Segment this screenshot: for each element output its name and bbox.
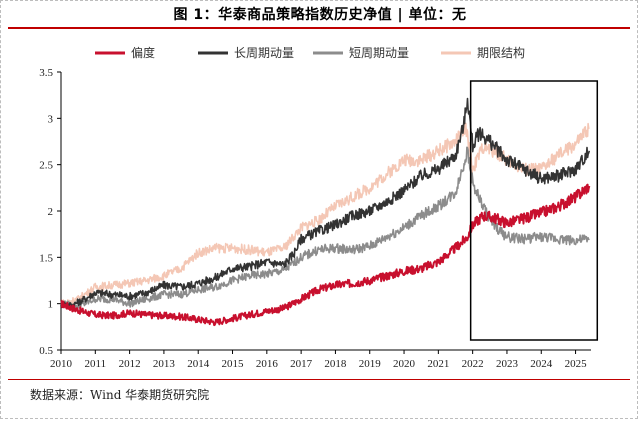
chart-legend: 偏度 长周期动量 短周期动量 期限结构	[95, 45, 525, 60]
title-divider	[8, 27, 630, 29]
y-tick-label: 1.5	[39, 252, 53, 264]
x-tick-label: 2019	[359, 358, 382, 370]
figure-title: 图 1：华泰商品策略指数历史净值 | 单位：无	[173, 7, 467, 23]
y-tick-label: 1	[48, 299, 54, 311]
x-tick-label: 2018	[324, 358, 347, 370]
series-line-2	[60, 97, 591, 309]
y-tick-label: 3	[48, 113, 54, 125]
line-chart: 偏度 长周期动量 短周期动量 期限结构 0.5 1 1.5 2 2.5 3 3.5 2010 2011…	[39, 45, 599, 370]
y-tick-label: 2	[48, 206, 54, 218]
x-tick-label: 2015	[222, 358, 245, 370]
x-tick-label: 2021	[427, 358, 449, 370]
chart-axes: 0.5 1 1.5 2 2.5 3 3.5 2010 2011 2012 2013 2014 2015 2…	[39, 67, 591, 370]
x-tick-label: 2012	[119, 358, 141, 370]
x-tick-label: 2020	[393, 358, 416, 370]
highlight-box	[469, 80, 599, 341]
legend-label-3: 短周期动量	[349, 46, 409, 60]
x-tick-label: 2016	[256, 358, 279, 370]
series-line-1	[60, 183, 591, 327]
series-line-3	[60, 146, 590, 310]
y-tick-label: 2.5	[39, 160, 53, 172]
x-tick-label: 2017	[290, 358, 313, 370]
legend-label-1: 偏度	[131, 45, 155, 60]
legend-label-2: 长周期动量	[234, 46, 294, 60]
x-tick-label: 2022	[462, 358, 484, 370]
legend-label-4: 期限结构	[477, 45, 525, 60]
data-source: 数据来源：Wind 华泰期货研究院	[30, 388, 210, 402]
x-tick-label: 2014	[187, 358, 210, 370]
series-line-4	[60, 122, 590, 308]
x-tick-label: 2025	[565, 358, 588, 370]
x-tick-label: 2011	[85, 358, 107, 370]
y-tick-label: 0.5	[39, 345, 53, 357]
highlight-box-group	[469, 80, 599, 341]
chart-series	[60, 97, 591, 327]
x-tick-label: 2010	[50, 358, 73, 370]
source-divider	[8, 379, 630, 380]
x-tick-label: 2023	[496, 358, 519, 370]
x-tick-label: 2013	[153, 358, 176, 370]
y-tick-label: 3.5	[39, 67, 53, 79]
x-tick-label: 2024	[530, 358, 553, 370]
